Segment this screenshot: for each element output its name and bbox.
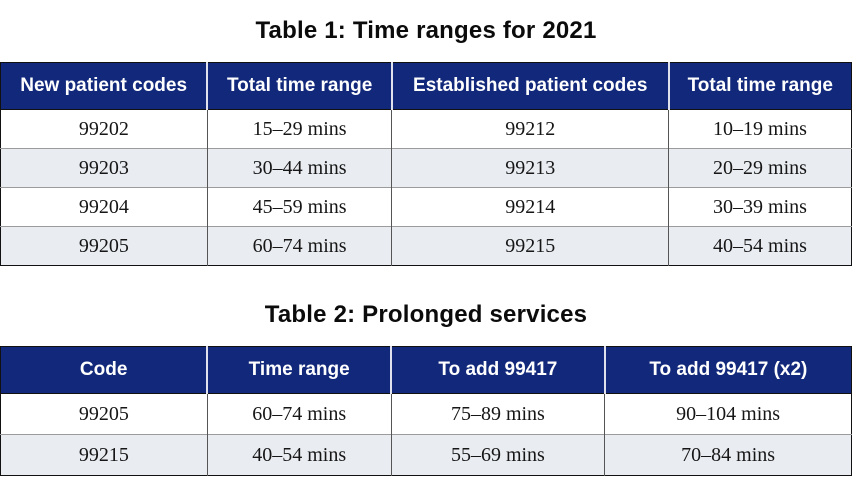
column-header: Time range xyxy=(206,346,392,394)
column-header: Total time range xyxy=(206,62,392,110)
table-cell: 40–54 mins xyxy=(668,226,852,266)
table-cell: 70–84 mins xyxy=(604,434,852,476)
table2: Code Time range To add 99417 To add 9941… xyxy=(0,346,852,476)
table-row: 99203 30–44 mins 99213 20–29 mins xyxy=(0,148,852,188)
table-cell: 99212 xyxy=(391,109,669,149)
table-cell: 10–19 mins xyxy=(668,109,852,149)
column-header: New patient codes xyxy=(0,62,208,110)
column-header: Established patient codes xyxy=(390,62,669,110)
column-header: To add 99417 xyxy=(390,346,605,394)
table2-title: Table 2: Prolonged services xyxy=(264,301,588,328)
table-cell: 99205 xyxy=(0,226,208,266)
table1-header-row: New patient codes Total time range Estab… xyxy=(0,62,852,110)
table-cell: 99214 xyxy=(391,187,669,227)
table-cell: 99204 xyxy=(0,187,208,227)
table-cell: 60–74 mins xyxy=(206,393,392,435)
column-header: Code xyxy=(0,346,208,394)
table-row: 99204 45–59 mins 99214 30–39 mins xyxy=(0,187,852,227)
table-cell: 55–69 mins xyxy=(390,434,605,476)
table-cell: 20–29 mins xyxy=(668,148,852,188)
table-cell: 99213 xyxy=(391,148,669,188)
table-row: 99205 60–74 mins 99215 40–54 mins xyxy=(0,226,852,266)
table2-header-row: Code Time range To add 99417 To add 9941… xyxy=(0,346,852,394)
column-header: Total time range xyxy=(667,62,852,110)
table-cell: 99203 xyxy=(0,148,208,188)
table-cell: 30–39 mins xyxy=(668,187,852,227)
table-cell: 99215 xyxy=(391,226,669,266)
table-row: 99215 40–54 mins 55–69 mins 70–84 mins xyxy=(0,434,852,476)
table-cell: 15–29 mins xyxy=(206,109,392,149)
table1: New patient codes Total time range Estab… xyxy=(0,62,852,266)
column-header: To add 99417 (x2) xyxy=(603,346,852,394)
table-cell: 99215 xyxy=(0,434,208,476)
table-cell: 60–74 mins xyxy=(206,226,392,266)
table-cell: 45–59 mins xyxy=(206,187,392,227)
table-cell: 90–104 mins xyxy=(604,393,852,435)
table1-title: Table 1: Time ranges for 2021 xyxy=(255,17,597,44)
table-row: 99202 15–29 mins 99212 10–19 mins xyxy=(0,109,852,149)
table-cell: 40–54 mins xyxy=(206,434,392,476)
table-cell: 30–44 mins xyxy=(206,148,392,188)
table-cell: 75–89 mins xyxy=(390,393,605,435)
table-cell: 99205 xyxy=(78,402,129,425)
table-cell: 99202 xyxy=(78,117,129,140)
table-row: 99205 60–74 mins 75–89 mins 90–104 mins xyxy=(0,393,852,435)
